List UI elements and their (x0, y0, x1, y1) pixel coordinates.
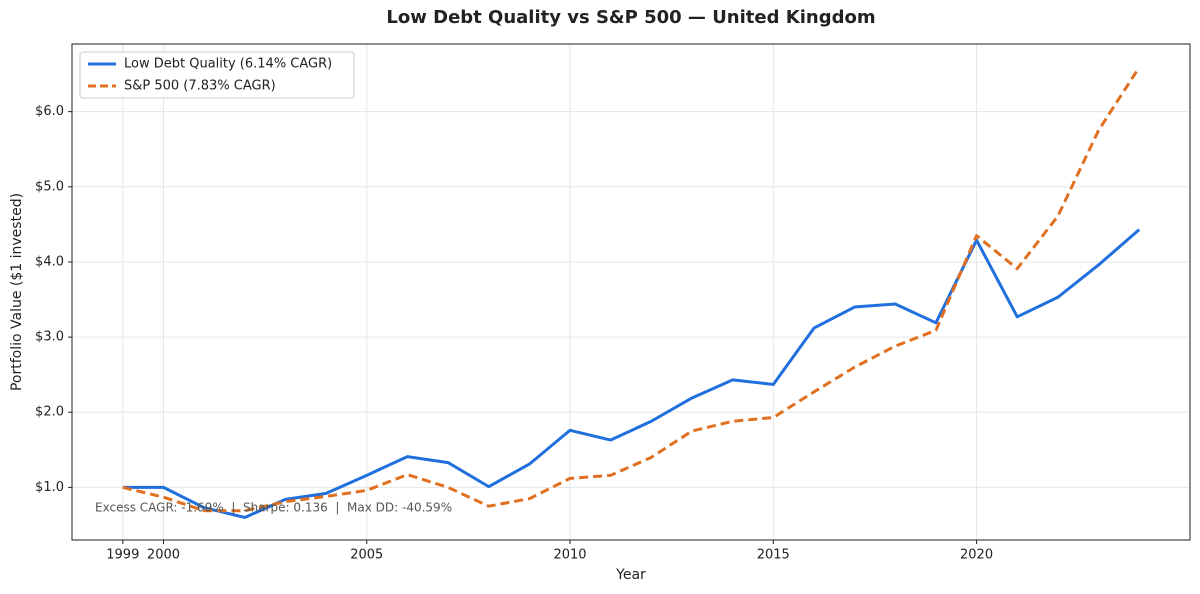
y-axis-label: Portfolio Value ($1 invested) (9, 193, 25, 391)
series-line (122, 228, 1141, 519)
plot-frame (71, 43, 1191, 541)
legend-box (79, 51, 355, 99)
x-axis-label: Year (615, 567, 646, 583)
y-tick-label: $1.0 (35, 480, 64, 495)
legend-label: Low Debt Quality (6.14% CAGR) (124, 57, 332, 72)
series-line (122, 66, 1141, 513)
y-tick-label: $3.0 (35, 330, 64, 345)
legend: Low Debt Quality (6.14% CAGR) S&P 500 (7.… (79, 51, 355, 99)
chart-title: Low Debt Quality vs S&P 500 — United Kin… (386, 7, 875, 28)
y-tick-label: $2.0 (35, 405, 64, 420)
x-tick-label: 1999 (106, 548, 139, 563)
x-tick-label: 2015 (757, 548, 790, 563)
x-tick-label: 2005 (350, 548, 383, 563)
x-tick-label: 2020 (960, 548, 993, 563)
y-tick-label: $5.0 (35, 179, 64, 194)
annotation: Excess CAGR: -1.69% | Sharpe: 0.136 | Ma… (95, 501, 452, 515)
y-tick-label: $6.0 (35, 104, 64, 119)
y-tick-label: $4.0 (35, 254, 64, 269)
legend-label: S&P 500 (7.83% CAGR) (124, 79, 276, 94)
x-tick-label: 2000 (147, 548, 180, 563)
x-tick-label: 2010 (553, 548, 586, 563)
